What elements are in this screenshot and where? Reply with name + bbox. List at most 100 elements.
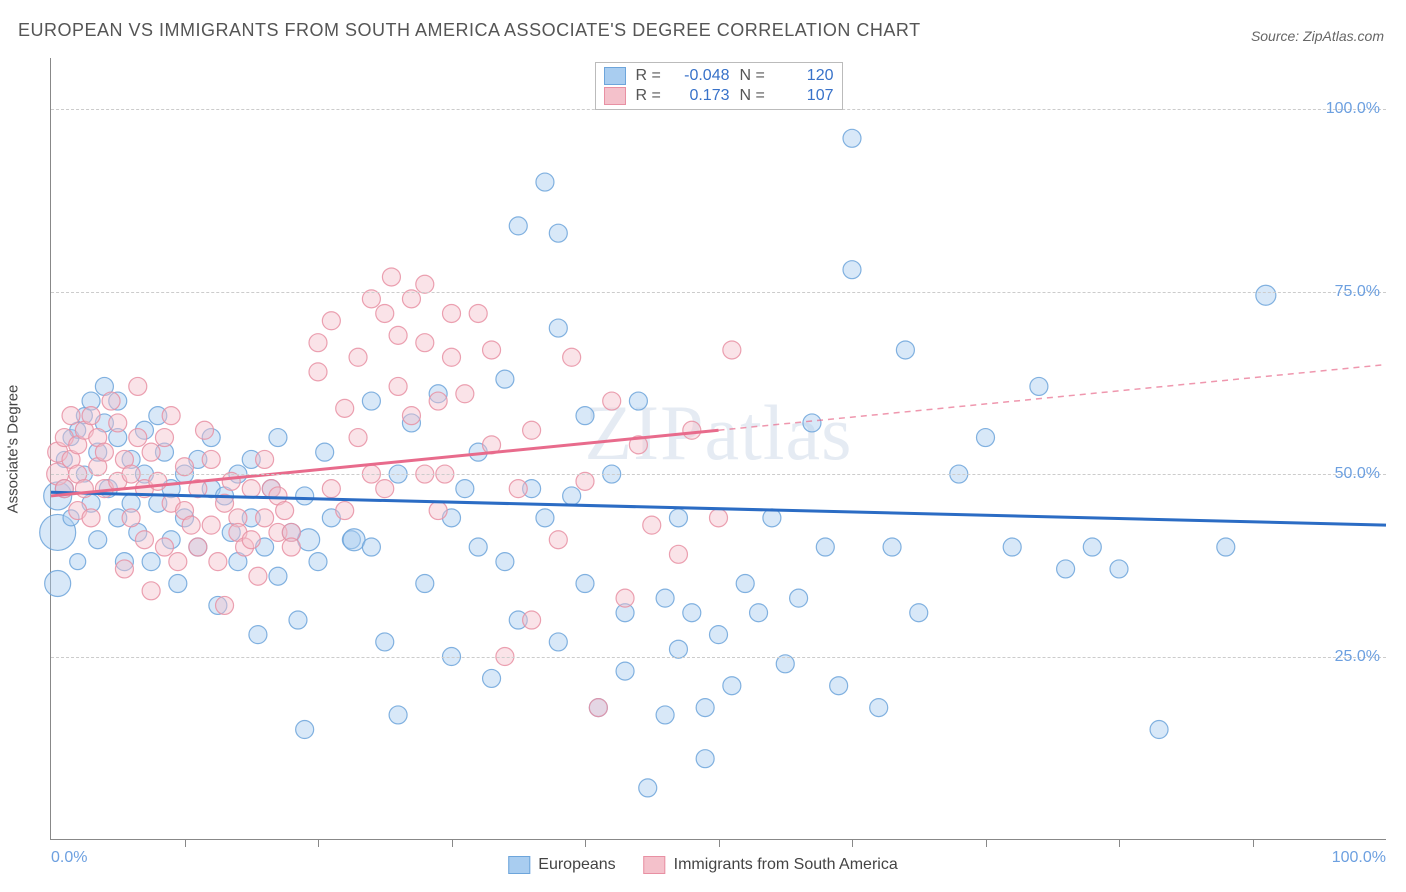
scatter-point — [696, 699, 714, 717]
scatter-point — [389, 706, 407, 724]
scatter-point — [563, 487, 581, 505]
scatter-point — [843, 261, 861, 279]
scatter-point — [696, 750, 714, 768]
x-tick — [318, 839, 319, 847]
scatter-point — [523, 611, 541, 629]
scatter-point — [469, 538, 487, 556]
x-tick — [1119, 839, 1120, 847]
scatter-point — [1003, 538, 1021, 556]
scatter-point — [429, 502, 447, 520]
scatter-point — [523, 421, 541, 439]
scatter-point — [362, 290, 380, 308]
stat-r-value: -0.048 — [672, 67, 730, 85]
scatter-point — [723, 341, 741, 359]
stats-legend: R = -0.048 N = 120 R = 0.173 N = 107 — [595, 62, 843, 110]
scatter-point — [710, 509, 728, 527]
legend-label: Europeans — [538, 856, 615, 874]
scatter-point — [429, 392, 447, 410]
scatter-point — [202, 450, 220, 468]
y-tick-label: 75.0% — [1335, 283, 1380, 301]
scatter-point — [496, 370, 514, 388]
legend-swatch-europeans — [604, 67, 626, 85]
gridline — [51, 474, 1386, 475]
legend-item-immigrants: Immigrants from South America — [644, 856, 898, 874]
legend-item-europeans: Europeans — [508, 856, 615, 874]
scatter-point — [269, 567, 287, 585]
scatter-point — [736, 575, 754, 593]
scatter-point — [402, 290, 420, 308]
regression-line-dashed — [719, 365, 1387, 431]
x-tick — [185, 839, 186, 847]
scatter-point — [790, 589, 808, 607]
scatter-point — [182, 516, 200, 534]
scatter-point — [483, 341, 501, 359]
scatter-point — [169, 553, 187, 571]
scatter-point — [45, 571, 71, 597]
scatter-point — [509, 217, 527, 235]
scatter-point — [256, 450, 274, 468]
scatter-point — [109, 414, 127, 432]
scatter-point — [750, 604, 768, 622]
scatter-point — [416, 575, 434, 593]
scatter-point — [389, 377, 407, 395]
scatter-point — [75, 480, 93, 498]
scatter-point — [456, 480, 474, 498]
scatter-point — [910, 604, 928, 622]
legend-swatch-immigrants — [604, 87, 626, 105]
x-tick-label: 0.0% — [51, 849, 87, 867]
scatter-point — [456, 385, 474, 403]
scatter-point — [643, 516, 661, 534]
scatter-point — [1083, 538, 1101, 556]
scatter-point — [656, 706, 674, 724]
scatter-point — [616, 589, 634, 607]
scatter-point — [362, 538, 380, 556]
scatter-point — [549, 224, 567, 242]
scatter-point — [298, 529, 320, 551]
scatter-point — [639, 779, 657, 797]
scatter-point — [803, 414, 821, 432]
stat-n-label: N = — [740, 67, 766, 85]
scatter-point — [249, 626, 267, 644]
scatter-point — [483, 669, 501, 687]
scatter-point — [843, 129, 861, 147]
scatter-point — [563, 348, 581, 366]
scatter-point — [416, 275, 434, 293]
plot-svg — [51, 58, 1386, 839]
scatter-point — [1030, 377, 1048, 395]
scatter-point — [62, 407, 80, 425]
legend-label: Immigrants from South America — [674, 856, 898, 874]
scatter-point — [129, 377, 147, 395]
scatter-point — [1256, 285, 1276, 305]
scatter-point — [322, 312, 340, 330]
scatter-point — [82, 407, 100, 425]
scatter-point — [536, 509, 554, 527]
chart-area: Associate's Degree ZIPatlas R = -0.048 N… — [50, 58, 1386, 840]
scatter-point — [389, 326, 407, 344]
scatter-point — [1217, 538, 1235, 556]
scatter-point — [309, 553, 327, 571]
scatter-point — [296, 721, 314, 739]
scatter-point — [336, 502, 354, 520]
scatter-point — [102, 392, 120, 410]
scatter-point — [1110, 560, 1128, 578]
scatter-point — [382, 268, 400, 286]
scatter-point — [830, 677, 848, 695]
scatter-point — [189, 538, 207, 556]
scatter-point — [629, 392, 647, 410]
scatter-point — [443, 348, 461, 366]
scatter-point — [222, 472, 240, 490]
scatter-point — [576, 407, 594, 425]
source-label: Source: ZipAtlas.com — [1251, 28, 1384, 44]
scatter-point — [776, 655, 794, 673]
y-tick-label: 50.0% — [1335, 465, 1380, 483]
stat-n-value: 107 — [776, 87, 834, 105]
scatter-point — [376, 633, 394, 651]
scatter-point — [362, 392, 380, 410]
scatter-point — [135, 531, 153, 549]
scatter-point — [496, 553, 514, 571]
stat-n-value: 120 — [776, 67, 834, 85]
scatter-point — [209, 553, 227, 571]
stat-n-label: N = — [740, 87, 766, 105]
scatter-point — [149, 472, 167, 490]
scatter-point — [202, 516, 220, 534]
